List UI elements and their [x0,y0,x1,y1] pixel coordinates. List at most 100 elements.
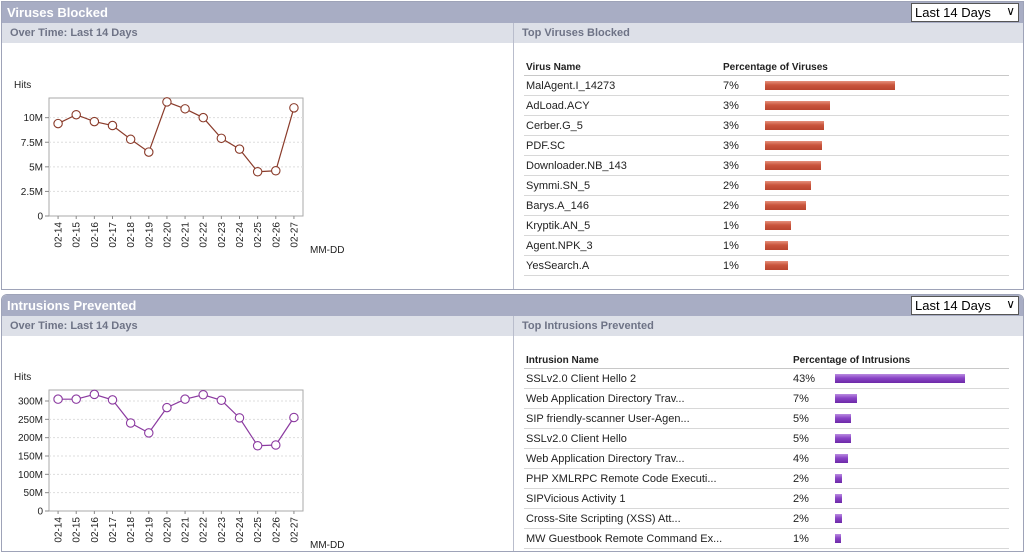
data-point [271,166,281,176]
x-tick-label: 02-25 [253,517,264,543]
chevron-down-icon: ∨ [1006,297,1015,311]
column-divider [513,316,514,551]
top-list-title: Top Intrusions Prevented [522,320,654,332]
table-row: Downloader.NB_143 3% [524,156,1009,176]
row-name: MW Guestbook Remote Command Ex... [526,533,723,545]
row-percentage: 7% [723,80,739,92]
y-tick-label: 150M [18,452,43,463]
y-tick-label: 0 [37,507,43,518]
row-name: Agent.NPK_3 [526,240,593,252]
percentage-bar [765,141,822,150]
y-tick-label: 50M [24,488,43,499]
x-tick-label: 02-16 [90,222,101,248]
row-name: PHP XMLRPC Remote Code Executi... [526,473,717,485]
row-percentage: 4% [793,453,809,465]
row-name: SSLv2.0 Client Hello [526,433,627,445]
chevron-down-icon: ∨ [1006,4,1015,18]
data-point [144,428,154,438]
table-row: PDF.SC 3% [524,136,1009,156]
y-tick-label: 10M [24,113,43,124]
y-tick-label: 250M [18,415,43,426]
data-point [71,109,81,120]
date-range-select[interactable]: Last 14 Days ∨ [911,296,1019,315]
data-point [271,440,281,450]
data-point [180,394,190,404]
data-point [180,104,190,114]
row-percentage: 5% [793,413,809,425]
percentage-bar [765,221,791,230]
percentage-bar [835,414,851,423]
row-percentage: 1% [723,220,739,232]
data-point [252,440,263,451]
viruses-over-time-chart: Hits 0 2.5M 5M 7.5M 10M 02-14 02-15 02-16 02-17 02… [2,43,513,289]
table-header: Virus Name Percentage of Viruses [524,60,1009,76]
percentage-bar [835,534,841,543]
row-percentage: 5% [793,433,809,445]
x-tick-label: 02-21 [181,222,192,248]
intrusions-over-time-chart: Hits 0 50M 100M 150M 200M 250M 300M 02-14 02-15 02… [2,336,513,551]
data-point [198,390,208,400]
line-chart: Hits 0 50M 100M 150M 200M 250M 300M 02-14 02-15 02… [14,372,344,551]
data-point [107,120,118,131]
top-intrusions-table: Intrusion Name Percentage of Intrusions … [524,353,1009,549]
x-tick-label: 02-17 [108,517,119,543]
x-axis-label: MM-DD [310,245,344,256]
col-pct-header: Percentage of Intrusions [793,355,911,366]
table-row: MalAgent.I_14273 7% [524,76,1009,96]
data-point [53,118,63,129]
x-tick-label: 02-20 [162,222,173,248]
row-percentage: 2% [723,200,739,212]
x-tick-label: 02-24 [235,517,246,543]
table-row: MW Guestbook Remote Command Ex... 1% [524,529,1009,549]
data-point [53,394,63,404]
y-tick-label: 7.5M [21,138,43,149]
top-list-title: Top Viruses Blocked [522,27,630,39]
row-name: MalAgent.I_14273 [526,80,616,92]
col-name-header: Virus Name [526,62,581,73]
table-row: Agent.NPK_3 1% [524,236,1009,256]
panel-title: Viruses Blocked [7,5,108,20]
plot-area [48,389,304,512]
data-point [125,134,136,145]
row-name: Kryptik.AN_5 [526,220,591,232]
date-range-value: Last 14 Days [915,5,991,20]
row-percentage: 2% [793,513,809,525]
x-tick-label: 02-14 [54,517,65,543]
row-name: SIPVicious Activity 1 [526,493,626,505]
over-time-title: Over Time: Last 14 Days [10,27,138,39]
table-row: SSLv2.0 Client Hello 5% [524,429,1009,449]
row-name: AdLoad.ACY [526,100,590,112]
data-point [234,413,245,423]
row-name: Cross-Site Scripting (XSS) Att... [526,513,681,525]
row-percentage: 2% [793,493,809,505]
row-percentage: 3% [723,140,739,152]
panel-header: Intrusions Prevented Last 14 Days ∨ [2,295,1023,316]
top-list-header: Top Intrusions Prevented [514,316,1023,336]
table-row: AdLoad.ACY 3% [524,96,1009,116]
row-percentage: 3% [723,100,739,112]
percentage-bar [835,474,842,483]
percentage-bar [765,81,895,90]
row-percentage: 7% [793,393,809,405]
x-tick-label: 02-27 [289,517,300,543]
table-row: Web Application Directory Trav... 4% [524,449,1009,469]
data-point [252,167,263,177]
table-row: SIPVicious Activity 1 2% [524,489,1009,509]
data-point [162,402,172,413]
date-range-select[interactable]: Last 14 Days ∨ [911,3,1019,22]
data-point [289,412,299,423]
x-tick-label: 02-24 [235,222,246,248]
x-tick-label: 02-22 [199,517,210,543]
table-row: YesSearch.A 1% [524,256,1009,276]
x-tick-label: 02-14 [54,222,65,248]
line-chart: Hits 0 2.5M 5M 7.5M 10M 02-14 02-15 02-16 02-17 02… [14,80,344,256]
table-row: PHP XMLRPC Remote Code Executi... 2% [524,469,1009,489]
percentage-bar [765,121,824,130]
percentage-bar [765,181,811,190]
x-tick-label: 02-18 [126,517,137,543]
percentage-bar [765,241,788,250]
over-time-header: Over Time: Last 14 Days [2,23,513,43]
over-time-title: Over Time: Last 14 Days [10,320,138,332]
col-pct-header: Percentage of Viruses [723,62,828,73]
x-tick-label: 02-18 [126,222,137,248]
